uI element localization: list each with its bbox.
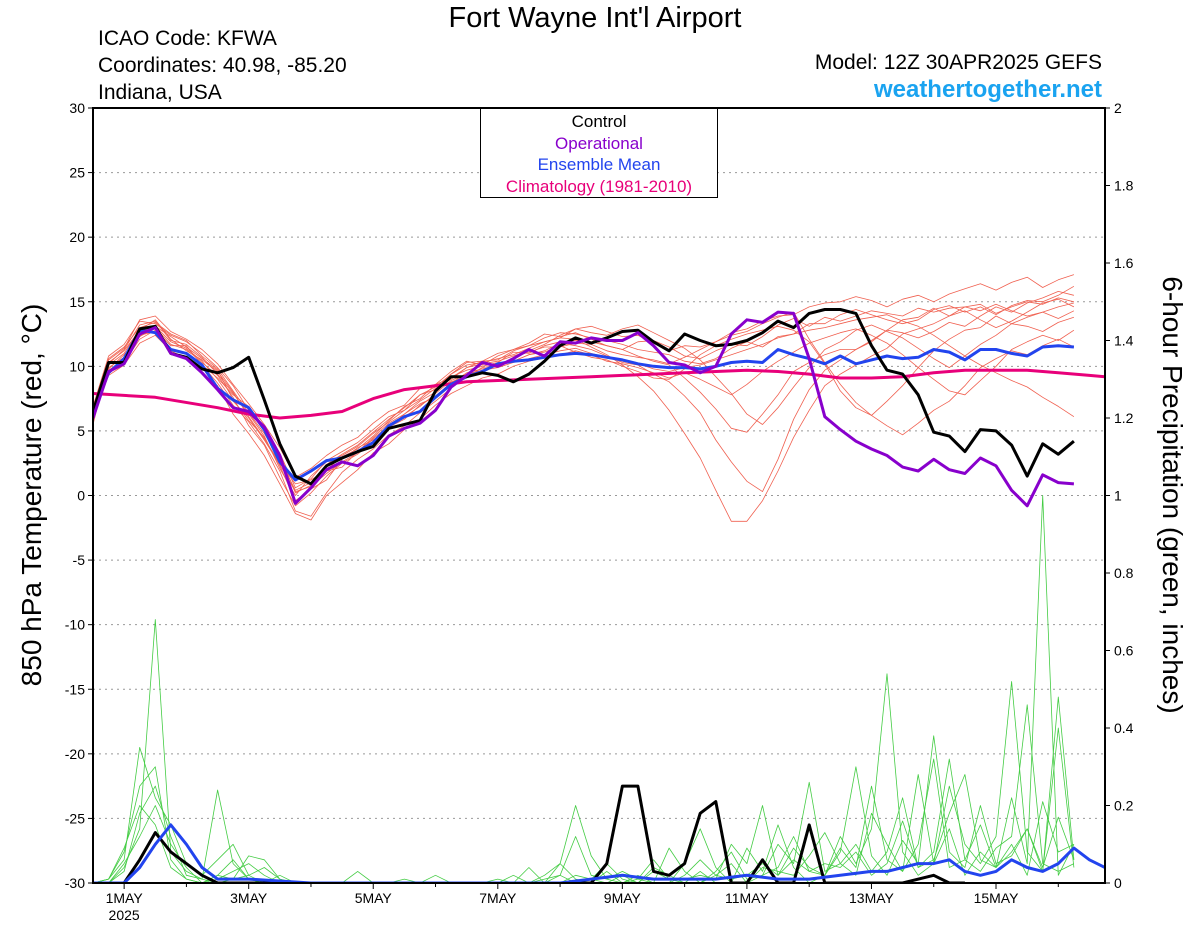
- legend: Control Operational Ensemble Mean Climat…: [480, 108, 718, 198]
- x-tick-label: 9MAY: [604, 890, 642, 906]
- precip-member-line: [93, 495, 1075, 883]
- temp-member-line: [93, 298, 1075, 522]
- precip-member-line: [93, 619, 1075, 883]
- y-right-tick-label: 1: [1114, 488, 1122, 504]
- y-left-tick-label: 0: [77, 488, 85, 504]
- precip-ensemble-mean-line: [93, 823, 1105, 883]
- temp-member-line: [93, 328, 1075, 521]
- y-left-tick-label: -10: [65, 617, 85, 633]
- x-year-label: 2025: [109, 907, 140, 923]
- x-tick-label: 3MAY: [230, 890, 268, 906]
- temp-member-line: [93, 310, 1075, 496]
- x-tick-label: 11MAY: [725, 890, 769, 906]
- y-right-tick-label: 1.2: [1114, 410, 1134, 426]
- icao-code-label: ICAO Code: KFWA: [98, 27, 277, 50]
- y-right-tick-label: 2: [1114, 100, 1122, 116]
- legend-operational: Operational: [555, 133, 643, 153]
- x-tick-label: 15MAY: [974, 890, 1020, 906]
- plot-area: [93, 274, 1105, 883]
- y-right-tick-label: 0.6: [1114, 643, 1134, 659]
- temp-member-line: [93, 285, 1075, 489]
- temp-member-line: [93, 314, 1075, 493]
- y-left-tick-label: 30: [69, 100, 85, 116]
- y-right-tick-label: 1.4: [1114, 333, 1134, 349]
- temp-ensemble-mean-line: [93, 328, 1075, 482]
- temp-member-line: [93, 311, 1075, 507]
- precip-member-line: [93, 758, 1075, 883]
- y-left-tick-label: 15: [69, 294, 85, 310]
- legend-control: Control: [571, 112, 627, 131]
- y-left-tick-label: 10: [69, 358, 85, 374]
- legend-climatology: Climatology (1981-2010): [505, 176, 693, 196]
- y-left-tick-label: -25: [65, 810, 85, 826]
- temp-operational-line: [93, 310, 1075, 508]
- y-left-tick-label: 20: [69, 229, 85, 245]
- precip-member-line: [93, 673, 1075, 883]
- y-right-tick-label: 1.6: [1114, 255, 1134, 271]
- y-right-tick-label: 0.4: [1114, 720, 1134, 736]
- y-right-tick-label: 0.2: [1114, 798, 1134, 814]
- x-tick-label: 1MAY: [106, 890, 144, 906]
- coordinates-label: Coordinates: 40.98, -85.20: [98, 54, 347, 77]
- y-left-tick-label: 25: [69, 165, 85, 181]
- legend-ensemble-mean: Ensemble Mean: [537, 155, 661, 174]
- y-left-tick-label: -5: [73, 552, 86, 568]
- precip-control-line: [93, 784, 965, 883]
- y-right-tick-label: 1.8: [1114, 178, 1134, 194]
- y-left-tick-label: -15: [65, 681, 85, 697]
- temp-climatology-line: [93, 368, 1105, 420]
- y-right-tick-label: 0.8: [1114, 565, 1134, 581]
- x-tick-label: 13MAY: [849, 890, 895, 906]
- y-left-tick-label: -30: [65, 875, 85, 891]
- y-left-tick-label: 5: [77, 423, 85, 439]
- y-left-tick-label: -20: [65, 746, 85, 762]
- precip-member-line: [93, 735, 1075, 883]
- chart-title: Fort Wayne Int'l Airport: [448, 2, 742, 34]
- model-label: Model: 12Z 30APR2025 GEFS: [814, 51, 1102, 74]
- x-tick-label: 5MAY: [355, 890, 393, 906]
- x-tick-label: 7MAY: [479, 890, 517, 906]
- site-link[interactable]: weathertogether.net: [873, 76, 1102, 103]
- y-right-tick-label: 0: [1114, 875, 1122, 891]
- region-label: Indiana, USA: [98, 81, 222, 104]
